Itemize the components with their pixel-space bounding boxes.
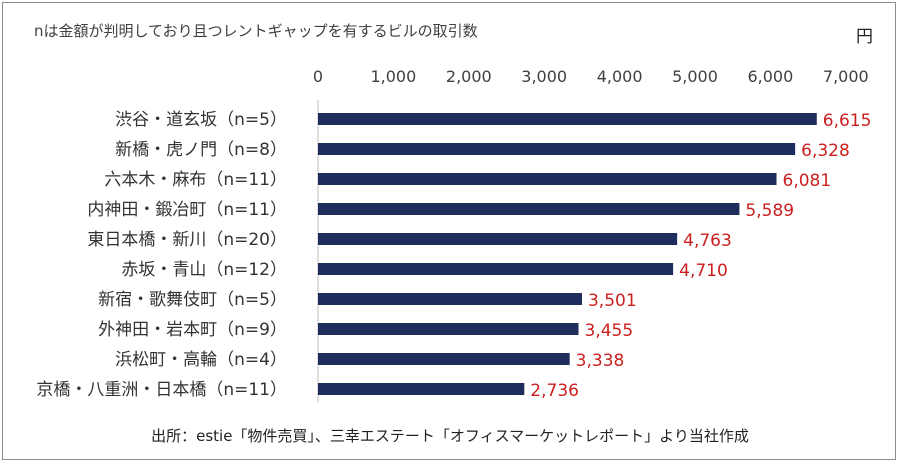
bar	[318, 233, 678, 245]
value-label: 6,328	[801, 141, 850, 161]
bar	[318, 383, 525, 395]
tick-label-3000: 3,000	[521, 67, 567, 86]
bar	[318, 353, 570, 365]
bar	[318, 323, 579, 335]
value-label: 3,338	[576, 351, 625, 371]
tick-label-7000: 7,000	[823, 67, 869, 86]
tick-label-4000: 4,000	[597, 67, 643, 86]
category-label: 新橋・虎ノ門（n=8）	[115, 140, 287, 160]
category-label: 赤坂・青山（n=12）	[121, 260, 287, 280]
value-label: 3,501	[588, 291, 637, 311]
value-label: 3,455	[585, 321, 634, 341]
unit-label: 円	[856, 27, 873, 47]
tick-label-1000: 1,000	[370, 67, 416, 86]
category-label: 外神田・岩本町（n=9）	[98, 320, 287, 340]
bar	[318, 263, 674, 275]
bar	[318, 293, 582, 305]
tick-label-6000: 6,000	[747, 67, 793, 86]
category-label: 渋谷・道玄坂（n=5）	[115, 110, 287, 130]
category-label: 京橋・八重洲・日本橋（n=11）	[36, 380, 287, 400]
value-label: 2,736	[530, 381, 579, 401]
category-label: 東日本橋・新川（n=20）	[87, 230, 287, 250]
chart-note: nは金額が判明しており且つレントギャップを有するビルの取引数	[34, 22, 478, 40]
bar	[318, 173, 777, 185]
category-label: 内神田・鍛冶町（n=11）	[87, 200, 287, 220]
bar	[318, 143, 796, 155]
bar	[318, 113, 817, 125]
category-label: 浜松町・高輪（n=4）	[115, 350, 287, 370]
value-label: 4,710	[679, 261, 728, 281]
tick-label-0: 0	[313, 67, 323, 86]
value-label: 6,081	[783, 171, 832, 191]
tick-label-5000: 5,000	[672, 67, 718, 86]
tick-label-2000: 2,000	[446, 67, 492, 86]
value-label: 4,763	[683, 231, 732, 251]
source-note: 出所：estie「物件売買」、三幸エステート「オフィスマーケットレポート」より当…	[151, 427, 749, 445]
bar	[318, 203, 740, 215]
value-label: 5,589	[745, 201, 794, 221]
category-label: 六本木・麻布（n=11）	[104, 170, 287, 190]
value-label: 6,615	[823, 111, 872, 131]
category-label: 新宿・歌舞伎町（n=5）	[98, 290, 287, 310]
